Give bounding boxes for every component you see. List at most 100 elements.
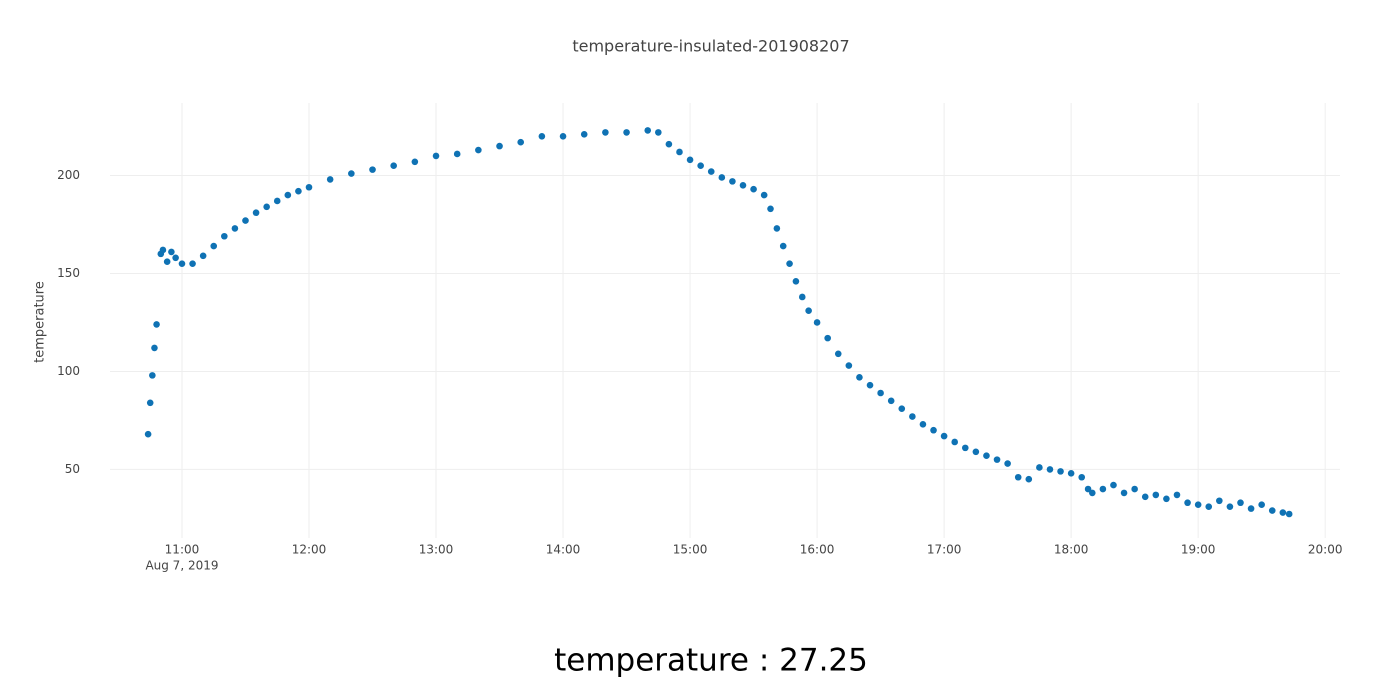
point xyxy=(163,258,171,266)
point xyxy=(1120,489,1128,497)
point xyxy=(559,133,567,140)
point xyxy=(1237,499,1244,507)
point xyxy=(1163,495,1170,503)
point xyxy=(1141,493,1149,501)
point xyxy=(1004,460,1011,467)
point xyxy=(961,444,969,452)
point xyxy=(1268,507,1276,514)
point xyxy=(887,397,895,405)
point xyxy=(475,146,482,154)
point xyxy=(729,178,736,185)
point xyxy=(1194,501,1202,508)
point xyxy=(1152,491,1160,499)
point xyxy=(644,127,652,134)
point xyxy=(1078,473,1086,481)
point xyxy=(242,217,249,224)
point xyxy=(767,205,774,213)
x-tick-label: 17:00 xyxy=(927,543,962,557)
point xyxy=(773,225,781,232)
point xyxy=(1014,473,1022,481)
point xyxy=(144,430,152,438)
point xyxy=(739,181,747,189)
point xyxy=(983,452,990,460)
point xyxy=(390,162,397,170)
x-tick-label: 19:00 xyxy=(1181,543,1216,557)
point xyxy=(697,162,704,170)
point xyxy=(1184,499,1191,507)
point xyxy=(172,254,179,262)
point xyxy=(718,174,726,181)
point xyxy=(707,168,715,175)
x-tick-label: 15:00 xyxy=(673,543,708,557)
point xyxy=(210,242,218,250)
point xyxy=(1247,505,1255,512)
point xyxy=(930,426,937,434)
point xyxy=(951,438,958,446)
point xyxy=(348,170,355,177)
point xyxy=(273,197,281,205)
y-tick-label: 150 xyxy=(57,266,80,280)
point xyxy=(411,158,419,166)
point xyxy=(221,232,228,240)
point xyxy=(1216,497,1223,505)
point xyxy=(432,152,440,160)
point xyxy=(834,350,842,358)
point xyxy=(1110,481,1117,489)
point xyxy=(1067,470,1075,477)
point xyxy=(750,185,757,193)
point xyxy=(517,138,525,146)
y-axis-label: temperature xyxy=(33,281,48,363)
point xyxy=(940,432,948,440)
point xyxy=(824,334,831,342)
point xyxy=(151,344,158,352)
point xyxy=(1089,489,1096,497)
point xyxy=(305,183,313,191)
point xyxy=(919,421,927,428)
x-tick-label: 12:00 xyxy=(292,543,327,557)
point xyxy=(1084,485,1092,493)
y-tick-label: 200 xyxy=(57,168,80,182)
point xyxy=(231,225,239,232)
point xyxy=(168,248,175,256)
point xyxy=(284,191,292,199)
point xyxy=(877,389,884,397)
x-tick-label: 13:00 xyxy=(419,543,454,557)
point xyxy=(909,413,916,420)
point xyxy=(369,166,376,173)
point xyxy=(898,405,906,412)
point xyxy=(972,448,980,456)
point xyxy=(686,156,694,164)
point xyxy=(1285,510,1293,518)
x-tick-label: 11:00 xyxy=(165,543,200,557)
y-tick-label: 100 xyxy=(57,364,80,378)
readout: temperature : 27.25 xyxy=(554,643,868,679)
point xyxy=(1226,503,1234,510)
point xyxy=(189,260,196,267)
point xyxy=(993,456,1001,463)
point xyxy=(792,278,800,285)
point xyxy=(538,133,546,140)
point xyxy=(1099,485,1107,493)
point xyxy=(866,381,874,389)
point xyxy=(263,203,270,211)
point xyxy=(252,209,260,217)
point xyxy=(199,252,207,260)
point xyxy=(1258,501,1265,508)
y-tick-label: 50 xyxy=(65,462,80,476)
point xyxy=(1205,503,1213,510)
point xyxy=(1046,466,1054,473)
point xyxy=(1279,509,1287,516)
point xyxy=(149,372,156,379)
point xyxy=(760,191,768,199)
point xyxy=(845,362,853,369)
point xyxy=(786,260,793,267)
point xyxy=(453,150,461,158)
point xyxy=(813,319,821,326)
x-tick-label: 20:00 xyxy=(1308,543,1343,557)
point xyxy=(1057,468,1064,475)
point xyxy=(496,142,503,150)
point xyxy=(178,260,186,267)
point xyxy=(655,129,662,136)
point xyxy=(580,131,588,138)
